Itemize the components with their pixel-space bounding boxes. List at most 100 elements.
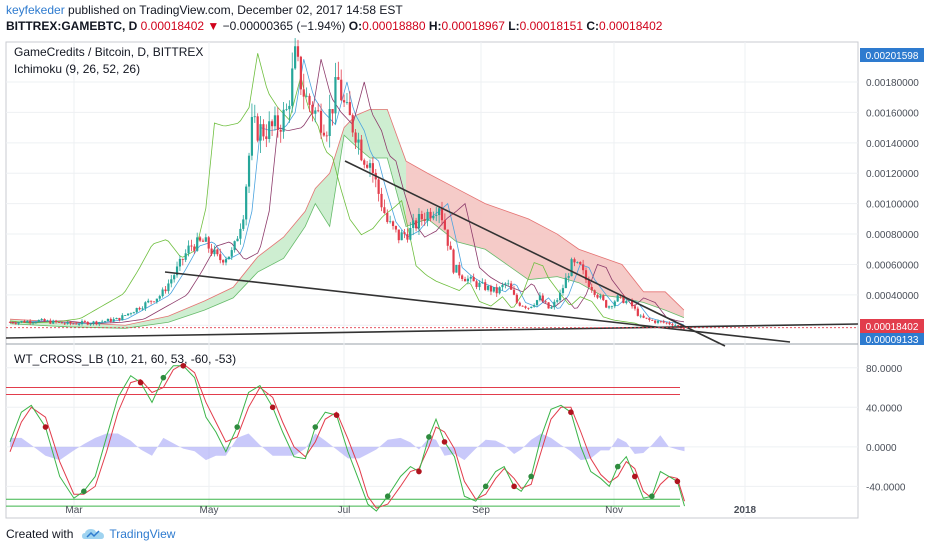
candle-body (400, 232, 403, 241)
low-price-badge: 0.00009133 (860, 333, 924, 346)
candle-body (150, 300, 153, 302)
published-text: published on TradingView.com, December 0… (68, 3, 403, 17)
histogram-area (10, 433, 685, 461)
candle-body (144, 302, 147, 309)
osc-axis[interactable]: 80.0000 40.0000 0.0000 -40.0000 (866, 364, 906, 494)
candle-body (596, 294, 599, 298)
candle-body (576, 262, 579, 263)
cross-dot (333, 412, 340, 419)
candle-body (54, 320, 58, 323)
candle-body (98, 322, 101, 325)
candle-body (397, 229, 400, 241)
candle-body (92, 321, 95, 324)
cross-dot (234, 424, 240, 430)
candle-body (75, 323, 78, 325)
support-trendline (5, 323, 859, 339)
candle-body (109, 318, 112, 322)
candle-body (173, 275, 176, 280)
candle-body (213, 249, 216, 255)
candle-body (26, 321, 29, 323)
candle-body (389, 221, 392, 223)
legend-title: GameCredits / Bitcoin, D, BITTREX (14, 45, 203, 59)
candle-body (43, 318, 46, 322)
candle-body (602, 295, 605, 301)
candle-body (164, 289, 167, 292)
time-tick-label: Sep (472, 505, 490, 516)
candle-body (57, 322, 61, 323)
candle-body (351, 115, 354, 133)
candle-body (17, 322, 20, 324)
candle-body (654, 320, 657, 323)
last-price-badge-text: 0.00018402 (866, 322, 919, 333)
author-link[interactable]: keyfekeder (6, 3, 65, 17)
candle-body (360, 139, 363, 161)
time-axis[interactable]: Mar May Jul Sep Nov 2018 (65, 505, 756, 516)
cross-dot (482, 483, 489, 490)
candle-body (305, 95, 308, 97)
candle-body (49, 320, 52, 324)
low-label: L: (508, 19, 520, 33)
candle-body (80, 321, 84, 325)
candle-body (129, 313, 133, 315)
candle-body (636, 308, 639, 316)
candle-body (20, 320, 23, 323)
price-tick-label: 0.00040000 (866, 291, 919, 302)
trendlines[interactable] (5, 160, 859, 347)
candle-body (593, 290, 596, 295)
candle-body (645, 317, 648, 319)
candle-body (270, 121, 274, 127)
candle-body (52, 320, 55, 324)
chart-area[interactable]: 0.000200000.000400000.000600000.00080000… (0, 36, 932, 524)
candle-body (95, 321, 98, 325)
candle-body (14, 323, 17, 324)
candle-body (570, 259, 573, 277)
cross-dot (441, 439, 448, 445)
footer: Created with TradingView (6, 527, 175, 541)
candle-body (239, 228, 242, 239)
candle-body (354, 132, 357, 143)
candle-body (302, 89, 305, 97)
candle-body (348, 102, 351, 116)
candle-body (115, 317, 118, 320)
cross-dot (528, 473, 534, 480)
candle-body (449, 245, 452, 250)
candle-body (342, 100, 346, 103)
candle-body (507, 283, 510, 285)
candle-body (429, 211, 432, 219)
candle-body (124, 315, 127, 316)
tradingview-link[interactable]: TradingView (109, 527, 176, 541)
cross-dot (160, 374, 167, 381)
candle-body (435, 215, 438, 216)
wt2-line (9, 363, 685, 509)
candle-body (250, 117, 254, 156)
chart-frame (5, 41, 859, 519)
candle-body (377, 179, 380, 194)
candle-body (486, 286, 490, 290)
candle-body (426, 211, 429, 222)
candle-body (63, 323, 66, 325)
candles (8, 38, 686, 330)
candle-body (72, 323, 75, 325)
candle-body (337, 77, 340, 80)
candle-body (651, 319, 654, 321)
created-with-text: Created with (6, 527, 74, 541)
candle-body (196, 237, 199, 251)
candle-body (138, 307, 141, 310)
candle-body (101, 321, 104, 323)
candle-body (259, 124, 262, 141)
candle-body (394, 226, 398, 230)
high-label: H: (428, 19, 442, 33)
price-axis[interactable]: 0.000200000.000400000.000600000.00080000… (866, 78, 919, 332)
candle-body (363, 160, 366, 165)
candle-body (642, 315, 645, 318)
candle-body (308, 95, 311, 105)
candle-body (639, 315, 642, 317)
candle-body (582, 264, 585, 271)
cloud-area (10, 109, 684, 329)
candle-body (311, 104, 314, 114)
candle-body (121, 315, 124, 321)
candle-body (181, 258, 184, 260)
candle-body (674, 325, 677, 327)
candle-body (256, 116, 259, 141)
candle-body (135, 307, 138, 313)
